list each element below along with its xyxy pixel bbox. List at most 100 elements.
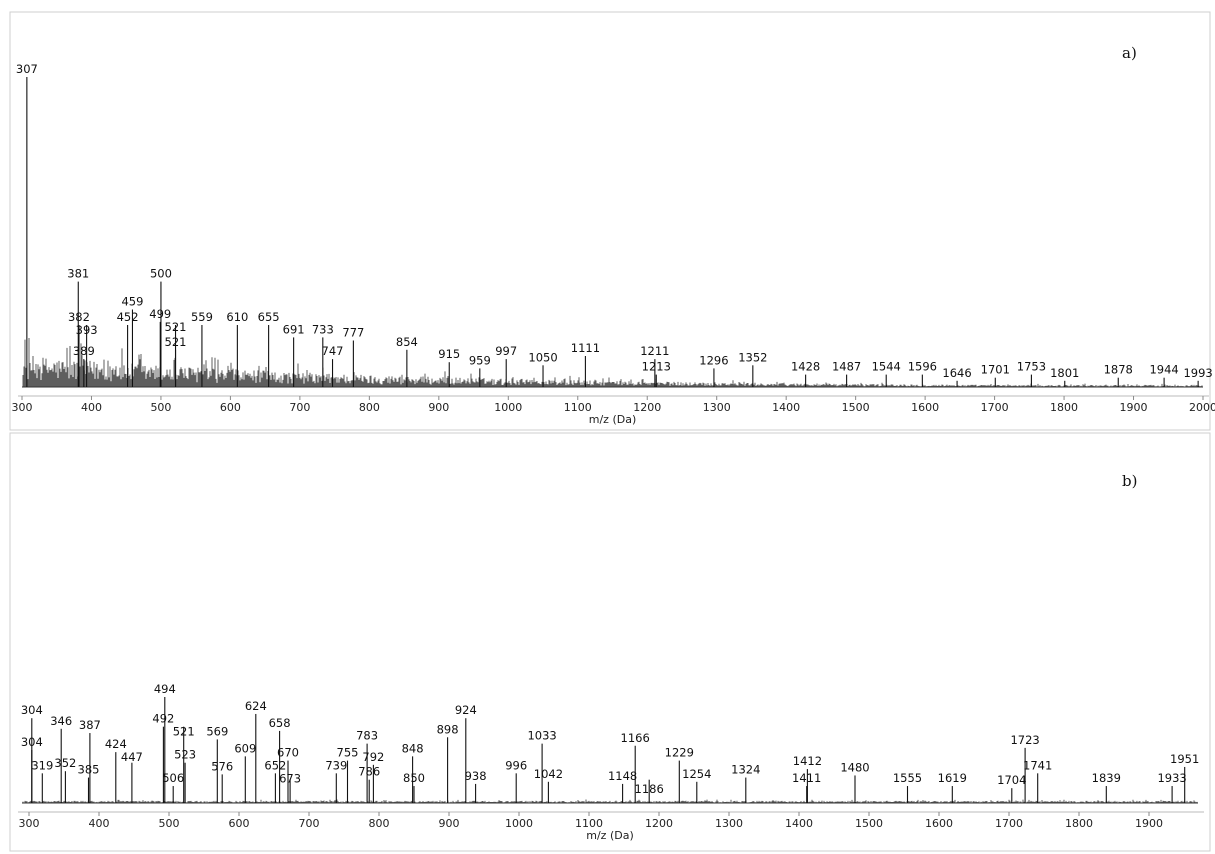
spectrum-panel-a: a) 300 400 500 600 700 800 900 1000 1100 1200 1300 1… [9, 11, 1215, 431]
peak-label: 1324 [731, 763, 760, 777]
x-tick-label: 400 [81, 401, 102, 414]
peak-label: 521 [165, 320, 187, 334]
peak-label: 1753 [1017, 360, 1046, 374]
x-tick-label: 1000 [505, 817, 533, 830]
peak-label: 387 [79, 718, 101, 732]
peak-label: 655 [258, 310, 280, 324]
peak-label: 1254 [682, 767, 711, 781]
peak-label: 1878 [1104, 363, 1133, 377]
peak-label: 777 [342, 326, 364, 340]
peak-label: 492 [152, 712, 174, 726]
x-tick-label: 1100 [564, 401, 592, 414]
x-tick-label: 1600 [911, 401, 939, 414]
x-tick-label: 1500 [855, 817, 883, 830]
peak-label: 1148 [608, 769, 637, 783]
peak-label: 1352 [738, 350, 767, 364]
peak-label: 609 [234, 741, 256, 755]
x-tick-label: 900 [439, 817, 460, 830]
peak-label: 1033 [527, 729, 556, 743]
peak-label: 521 [173, 725, 195, 739]
peak-label: 319 [31, 758, 53, 772]
x-tick-label: 1500 [842, 401, 870, 414]
peak-label: 523 [174, 748, 196, 762]
panel-frame [9, 432, 1211, 852]
panel-letter: b) [1122, 472, 1137, 490]
peak-label: 755 [337, 746, 359, 760]
x-tick-label: 1400 [785, 817, 813, 830]
peak-label: 304 [21, 735, 43, 749]
panel-frame [9, 11, 1211, 431]
x-tick-label: 400 [89, 817, 110, 830]
peak-label: 381 [67, 267, 89, 281]
peak-label: 1944 [1149, 363, 1178, 377]
peak-label: 1801 [1050, 366, 1079, 380]
x-tick-label: 800 [359, 401, 380, 414]
peak-label: 576 [211, 759, 233, 773]
peak-label: 1296 [699, 353, 728, 367]
x-tick-label: 2000 [1189, 401, 1215, 414]
peak-label: 786 [358, 765, 380, 779]
peak-label: 1111 [571, 341, 600, 355]
peak-label: 1487 [832, 360, 861, 374]
peak-label: 1839 [1092, 771, 1121, 785]
peak-label: 1993 [1183, 366, 1212, 380]
peak-label: 389 [73, 344, 95, 358]
peak-label: 459 [121, 295, 143, 309]
x-tick-label: 1900 [1135, 817, 1163, 830]
x-tick-label: 600 [229, 817, 250, 830]
x-tick-label: 500 [159, 817, 180, 830]
peak-label: 1229 [665, 746, 694, 760]
peak-label: 924 [455, 703, 477, 717]
peak-label: 996 [505, 758, 527, 772]
peak-label: 898 [437, 722, 459, 736]
peak-label: 1213 [642, 360, 671, 374]
x-axis-title: m/z (Da) [589, 413, 637, 426]
peak-label: 506 [162, 771, 184, 785]
peak-label: 1544 [872, 360, 901, 374]
x-tick-label: 1300 [715, 817, 743, 830]
peak-label: 997 [495, 344, 517, 358]
peak-label: 673 [279, 771, 301, 785]
peak-label: 1701 [981, 363, 1010, 377]
spectrum-noise-floor [22, 337, 1203, 387]
x-tick-label: 1000 [494, 401, 522, 414]
peak-label: 1951 [1170, 752, 1199, 766]
peak-label: 304 [21, 703, 43, 717]
peak-label: 1428 [791, 360, 820, 374]
x-tick-label: 1800 [1050, 401, 1078, 414]
peak-label: 747 [322, 344, 344, 358]
peak-label: 569 [206, 724, 228, 738]
peak-label: 1186 [635, 782, 664, 796]
x-tick-label: 700 [299, 817, 320, 830]
peak-label: 447 [121, 750, 143, 764]
peak-label: 500 [150, 267, 172, 281]
peak-label: 938 [465, 769, 487, 783]
peak-label: 1704 [997, 773, 1026, 787]
peak-label: 1042 [534, 767, 563, 781]
x-tick-label: 1200 [645, 817, 673, 830]
panel-letter: a) [1122, 44, 1137, 62]
peak-label: 1646 [942, 366, 971, 380]
peak-label: 783 [356, 729, 378, 743]
peak-label: 1050 [528, 350, 557, 364]
peak-label: 670 [277, 746, 299, 760]
x-tick-label: 1900 [1120, 401, 1148, 414]
x-tick-label: 800 [369, 817, 390, 830]
x-tick-label: 900 [428, 401, 449, 414]
peak-label: 652 [264, 758, 286, 772]
peak-label: 1619 [938, 771, 967, 785]
peak-label: 624 [245, 699, 267, 713]
peak-label: 424 [105, 737, 127, 751]
peak-label: 307 [16, 62, 38, 76]
x-tick-label: 1400 [772, 401, 800, 414]
spectrum-panel-b: b) 300 400 500 600 700 800 900 1000 1100 1200 1300 1… [9, 432, 1211, 852]
x-tick-label: 500 [150, 401, 171, 414]
x-tick-label: 300 [19, 817, 40, 830]
peak-label: 494 [154, 682, 176, 696]
peak-label: 792 [362, 750, 384, 764]
peak-label: 610 [226, 310, 248, 324]
x-tick-label: 1100 [575, 817, 603, 830]
peak-label: 1411 [792, 771, 821, 785]
peak-label: 1723 [1010, 733, 1039, 747]
